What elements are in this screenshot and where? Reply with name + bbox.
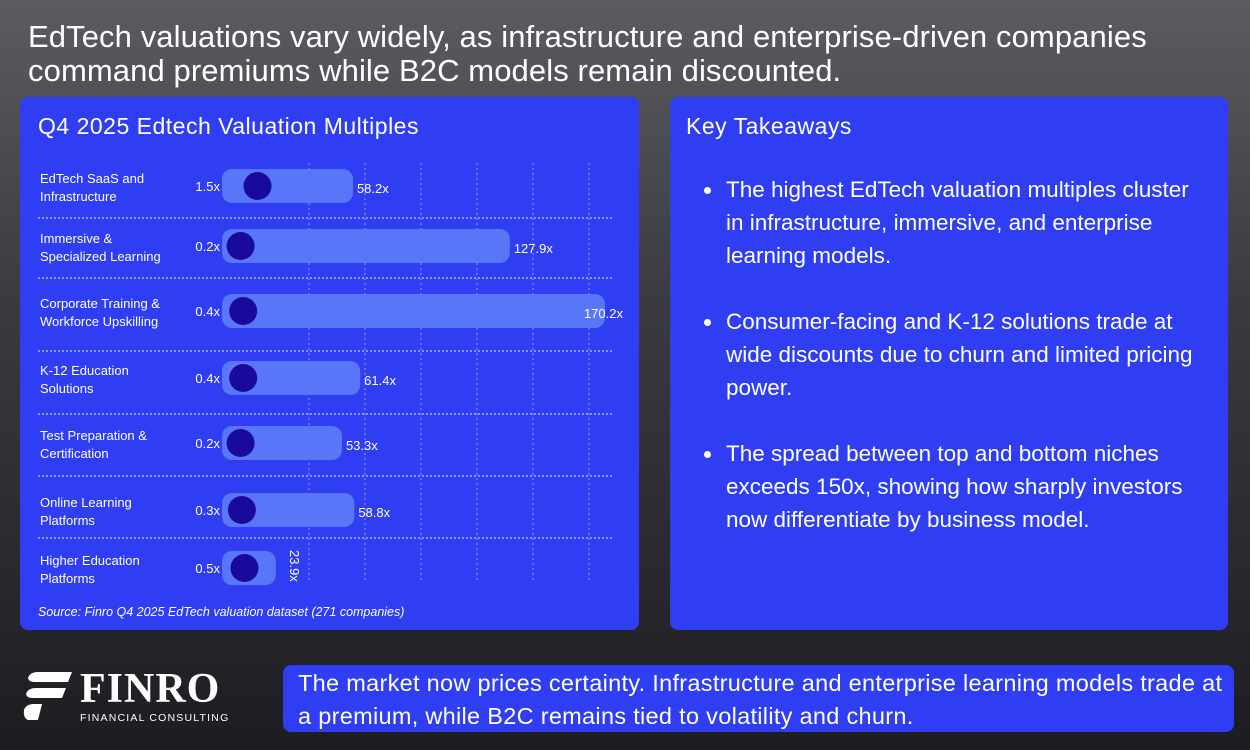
range-bar [222, 294, 605, 328]
category-label: EdTech SaaS and Infrastructure [40, 171, 144, 204]
category-label: Online Learning Platforms [40, 495, 132, 528]
low-marker [226, 429, 255, 457]
bottom-banner-text: The market now prices certainty. Infrast… [298, 670, 1223, 729]
low-value-label: 0.2x [195, 436, 220, 451]
range-bar [222, 169, 353, 203]
takeaway-text: The spread between top and bottom niches… [726, 441, 1183, 532]
headline: EdTech valuations vary widely, as infras… [28, 19, 1147, 88]
low-marker [229, 364, 258, 392]
high-value-label: 170.2x [584, 306, 624, 321]
bullet-icon [704, 451, 711, 458]
low-marker [230, 554, 259, 582]
category-label: Higher Education Platforms [40, 553, 140, 586]
takeaway-item: The spread between top and bottom niches… [698, 437, 1208, 536]
category-label: Immersive & Specialized Learning [40, 231, 161, 264]
range-bar [222, 426, 342, 460]
low-value-label: 0.5x [195, 561, 220, 576]
high-value-label: 53.3x [346, 438, 378, 453]
takeaways-title: Key Takeaways [686, 113, 852, 139]
chart-source: Source: Finro Q4 2025 EdTech valuation d… [38, 605, 405, 619]
high-value-label: 61.4x [364, 373, 396, 388]
low-marker [229, 297, 258, 325]
low-value-label: 0.4x [195, 371, 220, 386]
low-value-label: 1.5x [195, 179, 220, 194]
valuation-bar-chart: EdTech SaaS and Infrastructure 1.5x 58.2x Im… [38, 163, 624, 586]
low-marker [226, 232, 255, 260]
category-label: Test Preparation & Certification [40, 428, 147, 461]
high-value-label: 127.9x [514, 241, 554, 256]
category-label: Corporate Training & Workforce Upskilling [40, 296, 160, 329]
bullet-icon [704, 187, 711, 194]
bullet-icon [704, 319, 711, 326]
takeaways-panel: Key Takeaways The highest EdTech valuati… [670, 97, 1228, 630]
category-label: K-12 Education Solutions [40, 363, 129, 396]
chart-title: Q4 2025 Edtech Valuation Multiples [38, 113, 419, 139]
chart-panel: Q4 2025 Edtech Valuation Multiples EdTec… [20, 97, 639, 630]
logo-name: FINRO [80, 666, 221, 712]
range-bar [222, 493, 355, 527]
takeaway-item: Consumer-facing and K-12 solutions trade… [698, 305, 1208, 404]
high-value-label: 58.2x [357, 181, 389, 196]
takeaway-text: Consumer-facing and K-12 solutions trade… [726, 309, 1193, 400]
low-marker [243, 172, 272, 200]
logo-subtitle: FINANCIAL CONSULTING [80, 712, 230, 724]
high-value-label: 58.8x [358, 505, 390, 520]
takeaways-list: The highest EdTech valuation multiples c… [698, 173, 1208, 569]
takeaway-text: The highest EdTech valuation multiples c… [726, 177, 1189, 268]
logo-mark-icon [23, 672, 72, 720]
low-value-label: 0.2x [195, 239, 220, 254]
takeaway-item: The highest EdTech valuation multiples c… [698, 173, 1208, 272]
low-marker [227, 496, 256, 524]
range-bar [222, 229, 510, 263]
finro-logo: FINRO FINANCIAL CONSULTING [22, 668, 232, 728]
low-value-label: 0.4x [195, 304, 220, 319]
high-value-label: 23.9x [287, 550, 302, 582]
range-bar [222, 361, 361, 395]
bottom-banner: The market now prices certainty. Infrast… [283, 665, 1234, 732]
low-value-label: 0.3x [195, 503, 220, 518]
